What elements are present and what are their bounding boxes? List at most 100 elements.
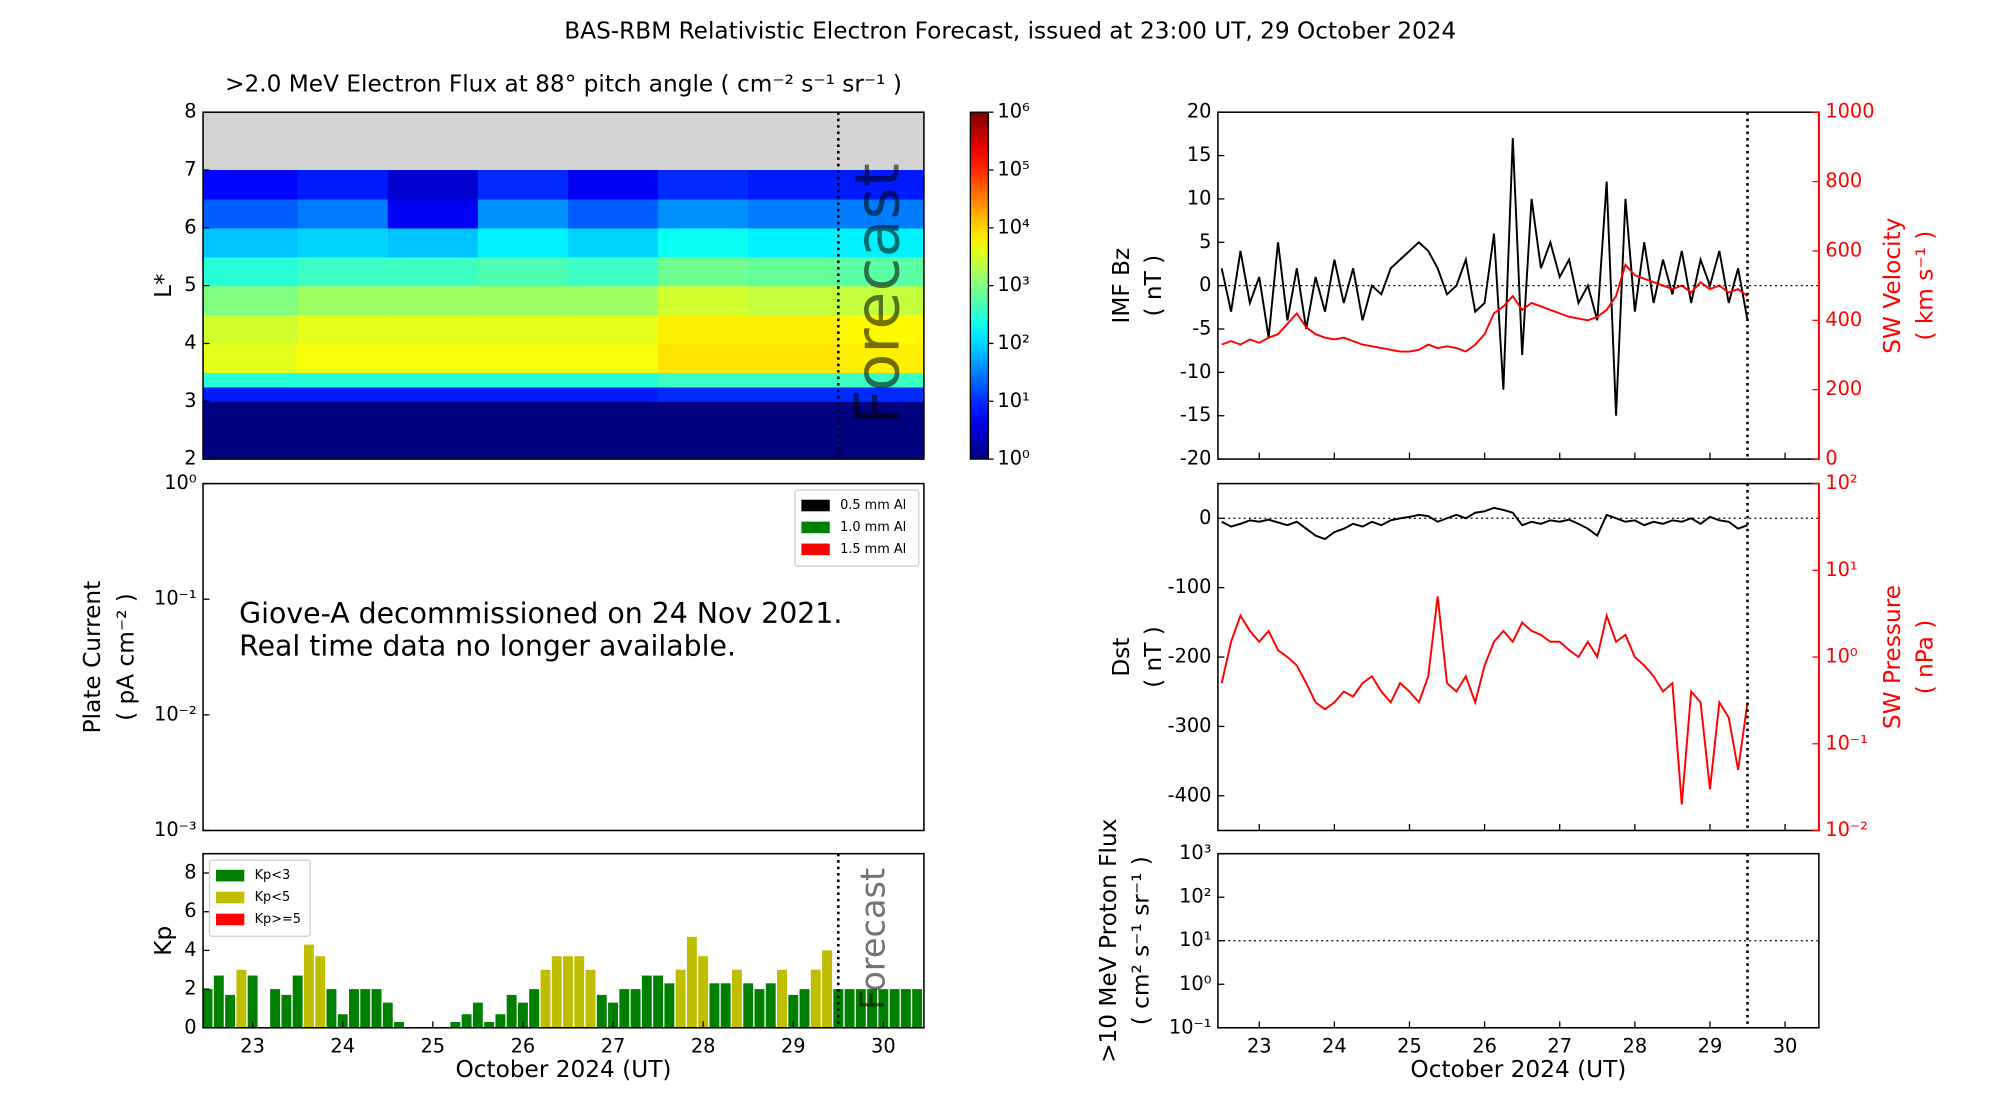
heatmap-cell bbox=[658, 314, 749, 345]
y2-axis-label: ( nPa ) bbox=[1911, 620, 1938, 695]
x-tick-label: 25 bbox=[421, 1035, 446, 1058]
y2-tick-label: 10⁰ bbox=[1825, 645, 1858, 668]
y-tick-label: 20 bbox=[1187, 100, 1212, 123]
heatmap-cell bbox=[748, 401, 839, 460]
heatmap-cell bbox=[838, 343, 924, 374]
heatmap-cell bbox=[567, 227, 659, 258]
heatmap-cell bbox=[658, 285, 749, 316]
heatmap-cell bbox=[297, 198, 389, 229]
heatmap-cell bbox=[297, 386, 389, 402]
x-axis-label: October 2024 (UT) bbox=[1410, 1056, 1626, 1083]
colorbar-tick-label: 10⁰ bbox=[997, 447, 1030, 470]
heatmap-cell bbox=[567, 198, 659, 229]
y-axis-label: ( nT ) bbox=[1140, 626, 1167, 688]
y-tick-label: 8 bbox=[184, 861, 196, 884]
bar bbox=[450, 1021, 461, 1028]
bar bbox=[698, 956, 709, 1028]
heatmap-cell bbox=[748, 372, 839, 388]
bar bbox=[844, 989, 855, 1028]
y2-axis-label: SW Velocity bbox=[1879, 217, 1906, 353]
bar bbox=[799, 989, 810, 1028]
bar bbox=[731, 969, 742, 1028]
x-tick-label: 28 bbox=[691, 1035, 716, 1058]
heatmap-cell bbox=[748, 386, 839, 402]
bar bbox=[303, 944, 314, 1028]
y-tick-label: 10⁻¹ bbox=[1169, 1015, 1212, 1038]
heatmap-cell bbox=[477, 256, 569, 287]
bar bbox=[686, 936, 697, 1028]
y-tick-label: -400 bbox=[1168, 783, 1212, 806]
bar bbox=[506, 994, 517, 1028]
bar bbox=[540, 969, 551, 1028]
heatmap-cell bbox=[203, 170, 299, 200]
legend-label: 0.5 mm Al bbox=[840, 498, 906, 513]
x-tick-label: 26 bbox=[511, 1035, 536, 1058]
x-tick-label: 30 bbox=[871, 1035, 896, 1058]
bar bbox=[822, 950, 833, 1028]
heatmap-cell bbox=[838, 314, 924, 345]
heatmap-cell bbox=[748, 170, 839, 200]
bar bbox=[203, 989, 213, 1028]
heatmap-cell bbox=[567, 170, 659, 200]
bar bbox=[777, 969, 787, 1028]
heatmap-cell bbox=[838, 285, 924, 316]
y-axis-label: IMF Bz bbox=[1108, 248, 1135, 324]
heatmap-cell bbox=[387, 401, 479, 460]
y-axis-label: ( cm² s⁻¹ sr⁻¹ ) bbox=[1127, 856, 1154, 1025]
heatmap-cell bbox=[567, 343, 659, 374]
y-axis-label: L* bbox=[150, 273, 177, 298]
series-line bbox=[1220, 138, 1749, 416]
bar bbox=[619, 989, 630, 1028]
y-tick-label: -200 bbox=[1168, 645, 1212, 668]
y2-tick-label: 600 bbox=[1825, 238, 1862, 261]
y-axis-label: Dst bbox=[1108, 638, 1135, 677]
heatmap-cell bbox=[748, 198, 839, 229]
legend-swatch bbox=[215, 869, 245, 882]
plot-area bbox=[203, 936, 923, 1028]
x-tick-label: 26 bbox=[1472, 1035, 1497, 1058]
annotation: Giove-A decommissioned on 24 Nov 2021. bbox=[239, 597, 842, 630]
y-tick-label: 10⁰ bbox=[1179, 972, 1212, 995]
y-tick-label: 10³ bbox=[1179, 841, 1211, 864]
heatmap-cell bbox=[203, 372, 299, 388]
heatmap-cell bbox=[387, 170, 479, 200]
heatmap-cell bbox=[203, 227, 299, 258]
heatmap-cell bbox=[297, 343, 389, 374]
x-tick-label: 24 bbox=[1322, 1035, 1347, 1058]
heatmap-cell bbox=[477, 314, 569, 345]
bar bbox=[608, 1002, 618, 1028]
plot-frame bbox=[1217, 852, 1820, 1029]
colorbar-tick-label: 10⁶ bbox=[997, 100, 1030, 123]
heatmap-cell bbox=[658, 227, 749, 258]
y-axis-label: ( nT ) bbox=[1140, 255, 1167, 317]
bar bbox=[484, 1021, 495, 1028]
panel-title: >2.0 MeV Electron Flux at 88° pitch angl… bbox=[225, 71, 902, 98]
heatmap-cell bbox=[748, 314, 839, 345]
y2-tick-label: 0 bbox=[1825, 447, 1837, 470]
bar bbox=[551, 956, 562, 1028]
heatmap-cell bbox=[297, 170, 389, 200]
y-tick-label: 5 bbox=[184, 273, 196, 296]
bar bbox=[326, 989, 337, 1028]
heatmap-cell bbox=[567, 256, 659, 287]
y-tick-label: -10 bbox=[1180, 360, 1212, 383]
bar bbox=[788, 994, 799, 1028]
heatmap-cell bbox=[658, 256, 749, 287]
colorbar bbox=[969, 111, 990, 460]
legend-swatch bbox=[801, 521, 830, 534]
heatmap-cell bbox=[838, 227, 924, 258]
series-line bbox=[1220, 596, 1749, 805]
bar bbox=[743, 983, 754, 1028]
heatmap-cell bbox=[203, 401, 299, 460]
heatmap-cell bbox=[567, 314, 659, 345]
bar bbox=[270, 989, 281, 1028]
y-tick-label: 8 bbox=[184, 100, 196, 123]
heatmap-cell bbox=[477, 170, 569, 200]
plot-frame bbox=[202, 482, 925, 832]
heatmap-cell bbox=[658, 198, 749, 229]
y-tick-label: 7 bbox=[184, 158, 196, 181]
heatmap-cell bbox=[387, 198, 479, 229]
heatmap-cell bbox=[297, 372, 389, 388]
heatmap-cell bbox=[838, 386, 924, 402]
